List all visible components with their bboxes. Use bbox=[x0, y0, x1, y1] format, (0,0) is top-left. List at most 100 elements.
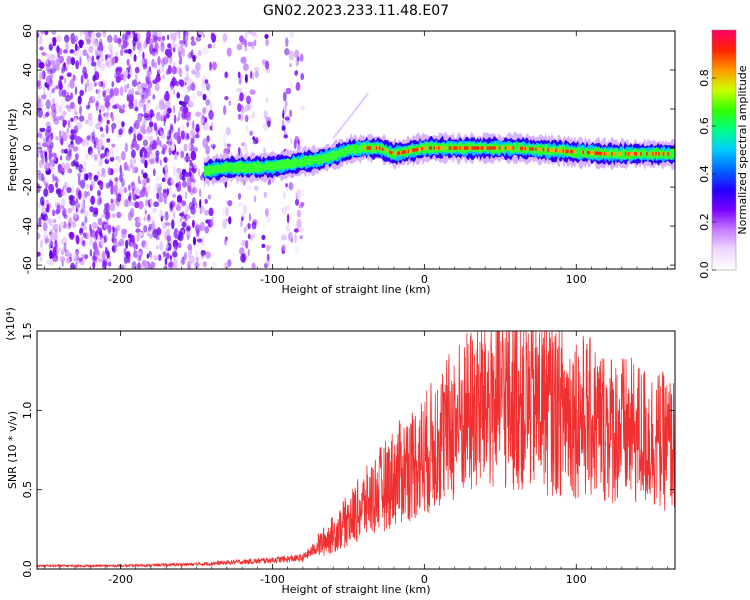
noise-speckle bbox=[150, 261, 156, 269]
x-tick-label: -100 bbox=[260, 273, 285, 286]
noise-speckle bbox=[247, 233, 251, 240]
noise-speckle bbox=[69, 101, 75, 109]
noise-speckle bbox=[299, 235, 303, 240]
noise-speckle bbox=[42, 213, 48, 222]
noise-speckle bbox=[39, 46, 44, 51]
colorbar-tick-label: 0.8 bbox=[698, 69, 711, 87]
ridge-core bbox=[419, 147, 422, 151]
noise-speckle bbox=[115, 162, 119, 168]
noise-speckle bbox=[170, 86, 173, 92]
ridge-core bbox=[555, 148, 557, 153]
noise-speckle bbox=[42, 201, 45, 206]
noise-speckle bbox=[84, 153, 89, 160]
ridge-core bbox=[482, 146, 484, 150]
noise-speckle bbox=[37, 251, 41, 257]
noise-speckle bbox=[94, 66, 97, 75]
noise-speckle bbox=[171, 219, 175, 230]
ridge-core bbox=[532, 147, 534, 151]
noise-speckle bbox=[75, 60, 79, 70]
ridge-core bbox=[506, 146, 508, 150]
spectrogram-ridge bbox=[204, 92, 675, 189]
noise-speckle bbox=[125, 31, 130, 39]
ridge-core bbox=[501, 146, 504, 150]
noise-speckle bbox=[125, 69, 129, 77]
ridge-core bbox=[433, 146, 436, 150]
noise-speckle bbox=[62, 110, 67, 115]
noise-speckle bbox=[40, 239, 43, 248]
snr-x-label: Height of straight line (km) bbox=[281, 583, 430, 596]
x-tick-label: -200 bbox=[108, 573, 133, 586]
noise-speckle bbox=[195, 127, 200, 132]
noise-speckle bbox=[87, 112, 93, 121]
noise-speckle bbox=[170, 136, 176, 146]
noise-speckle bbox=[166, 187, 170, 196]
noise-speckle bbox=[83, 210, 89, 218]
noise-speckle bbox=[195, 111, 202, 117]
ridge-core bbox=[495, 146, 498, 150]
noise-speckle bbox=[167, 34, 170, 40]
noise-speckle bbox=[190, 205, 196, 215]
noise-speckle bbox=[118, 264, 124, 269]
noise-speckle bbox=[157, 125, 162, 131]
noise-speckle bbox=[79, 89, 84, 97]
noise-speckle bbox=[238, 202, 243, 207]
noise-speckle bbox=[103, 261, 108, 267]
noise-speckle bbox=[184, 94, 190, 105]
noise-speckle bbox=[95, 123, 101, 130]
noise-speckle bbox=[300, 105, 305, 111]
noise-speckle bbox=[121, 150, 126, 161]
noise-speckle bbox=[99, 109, 101, 114]
noise-speckle bbox=[163, 265, 168, 269]
noise-speckle bbox=[189, 171, 192, 177]
ridge-core bbox=[374, 146, 376, 150]
ridge-core bbox=[454, 146, 457, 150]
noise-speckle bbox=[286, 213, 290, 224]
noise-speckle bbox=[152, 187, 157, 195]
noise-speckle bbox=[186, 215, 191, 220]
noise-speckle bbox=[63, 148, 69, 154]
noise-speckle bbox=[172, 258, 178, 267]
ridge-core bbox=[602, 151, 604, 156]
noise-speckle bbox=[142, 172, 148, 179]
noise-speckle bbox=[190, 40, 196, 46]
noise-speckle bbox=[48, 183, 55, 194]
ridge-core bbox=[662, 152, 665, 156]
noise-speckle bbox=[200, 252, 205, 260]
noise-speckle bbox=[40, 31, 45, 35]
noise-speckle bbox=[140, 56, 145, 66]
noise-speckle bbox=[38, 61, 45, 69]
ridge-core bbox=[564, 149, 566, 153]
noise-speckle bbox=[61, 148, 65, 154]
noise-speckle bbox=[51, 97, 56, 105]
noise-speckle bbox=[79, 227, 84, 234]
noise-speckle bbox=[58, 83, 63, 90]
noise-speckle bbox=[76, 203, 81, 209]
noise-speckle bbox=[57, 53, 60, 58]
noise-speckle bbox=[204, 198, 208, 205]
noise-speckle bbox=[128, 184, 131, 192]
noise-speckle bbox=[130, 66, 133, 76]
noise-speckle bbox=[197, 49, 202, 57]
noise-speckle bbox=[141, 169, 144, 175]
noise-speckle bbox=[127, 257, 131, 264]
noise-speckle bbox=[75, 262, 78, 269]
colorbar-ticks: 0.0 0.2 0.4 0.6 0.8 bbox=[698, 69, 716, 279]
noise-speckle bbox=[202, 47, 209, 55]
noise-speckle bbox=[295, 198, 299, 206]
noise-speckle bbox=[149, 135, 154, 145]
noise-speckle bbox=[105, 88, 110, 94]
noise-speckle bbox=[140, 263, 146, 268]
ridge-core bbox=[559, 149, 562, 153]
noise-speckle bbox=[162, 147, 166, 155]
noise-speckle bbox=[135, 220, 141, 228]
noise-speckle bbox=[94, 154, 98, 161]
noise-speckle bbox=[113, 31, 116, 36]
noise-speckle bbox=[104, 111, 110, 120]
noise-speckle bbox=[254, 34, 259, 39]
noise-speckle bbox=[200, 206, 205, 212]
noise-speckle bbox=[265, 60, 270, 70]
noise-speckle bbox=[222, 207, 227, 217]
ridge-core bbox=[664, 152, 666, 156]
noise-speckle bbox=[296, 218, 302, 229]
noise-speckle bbox=[60, 162, 66, 173]
